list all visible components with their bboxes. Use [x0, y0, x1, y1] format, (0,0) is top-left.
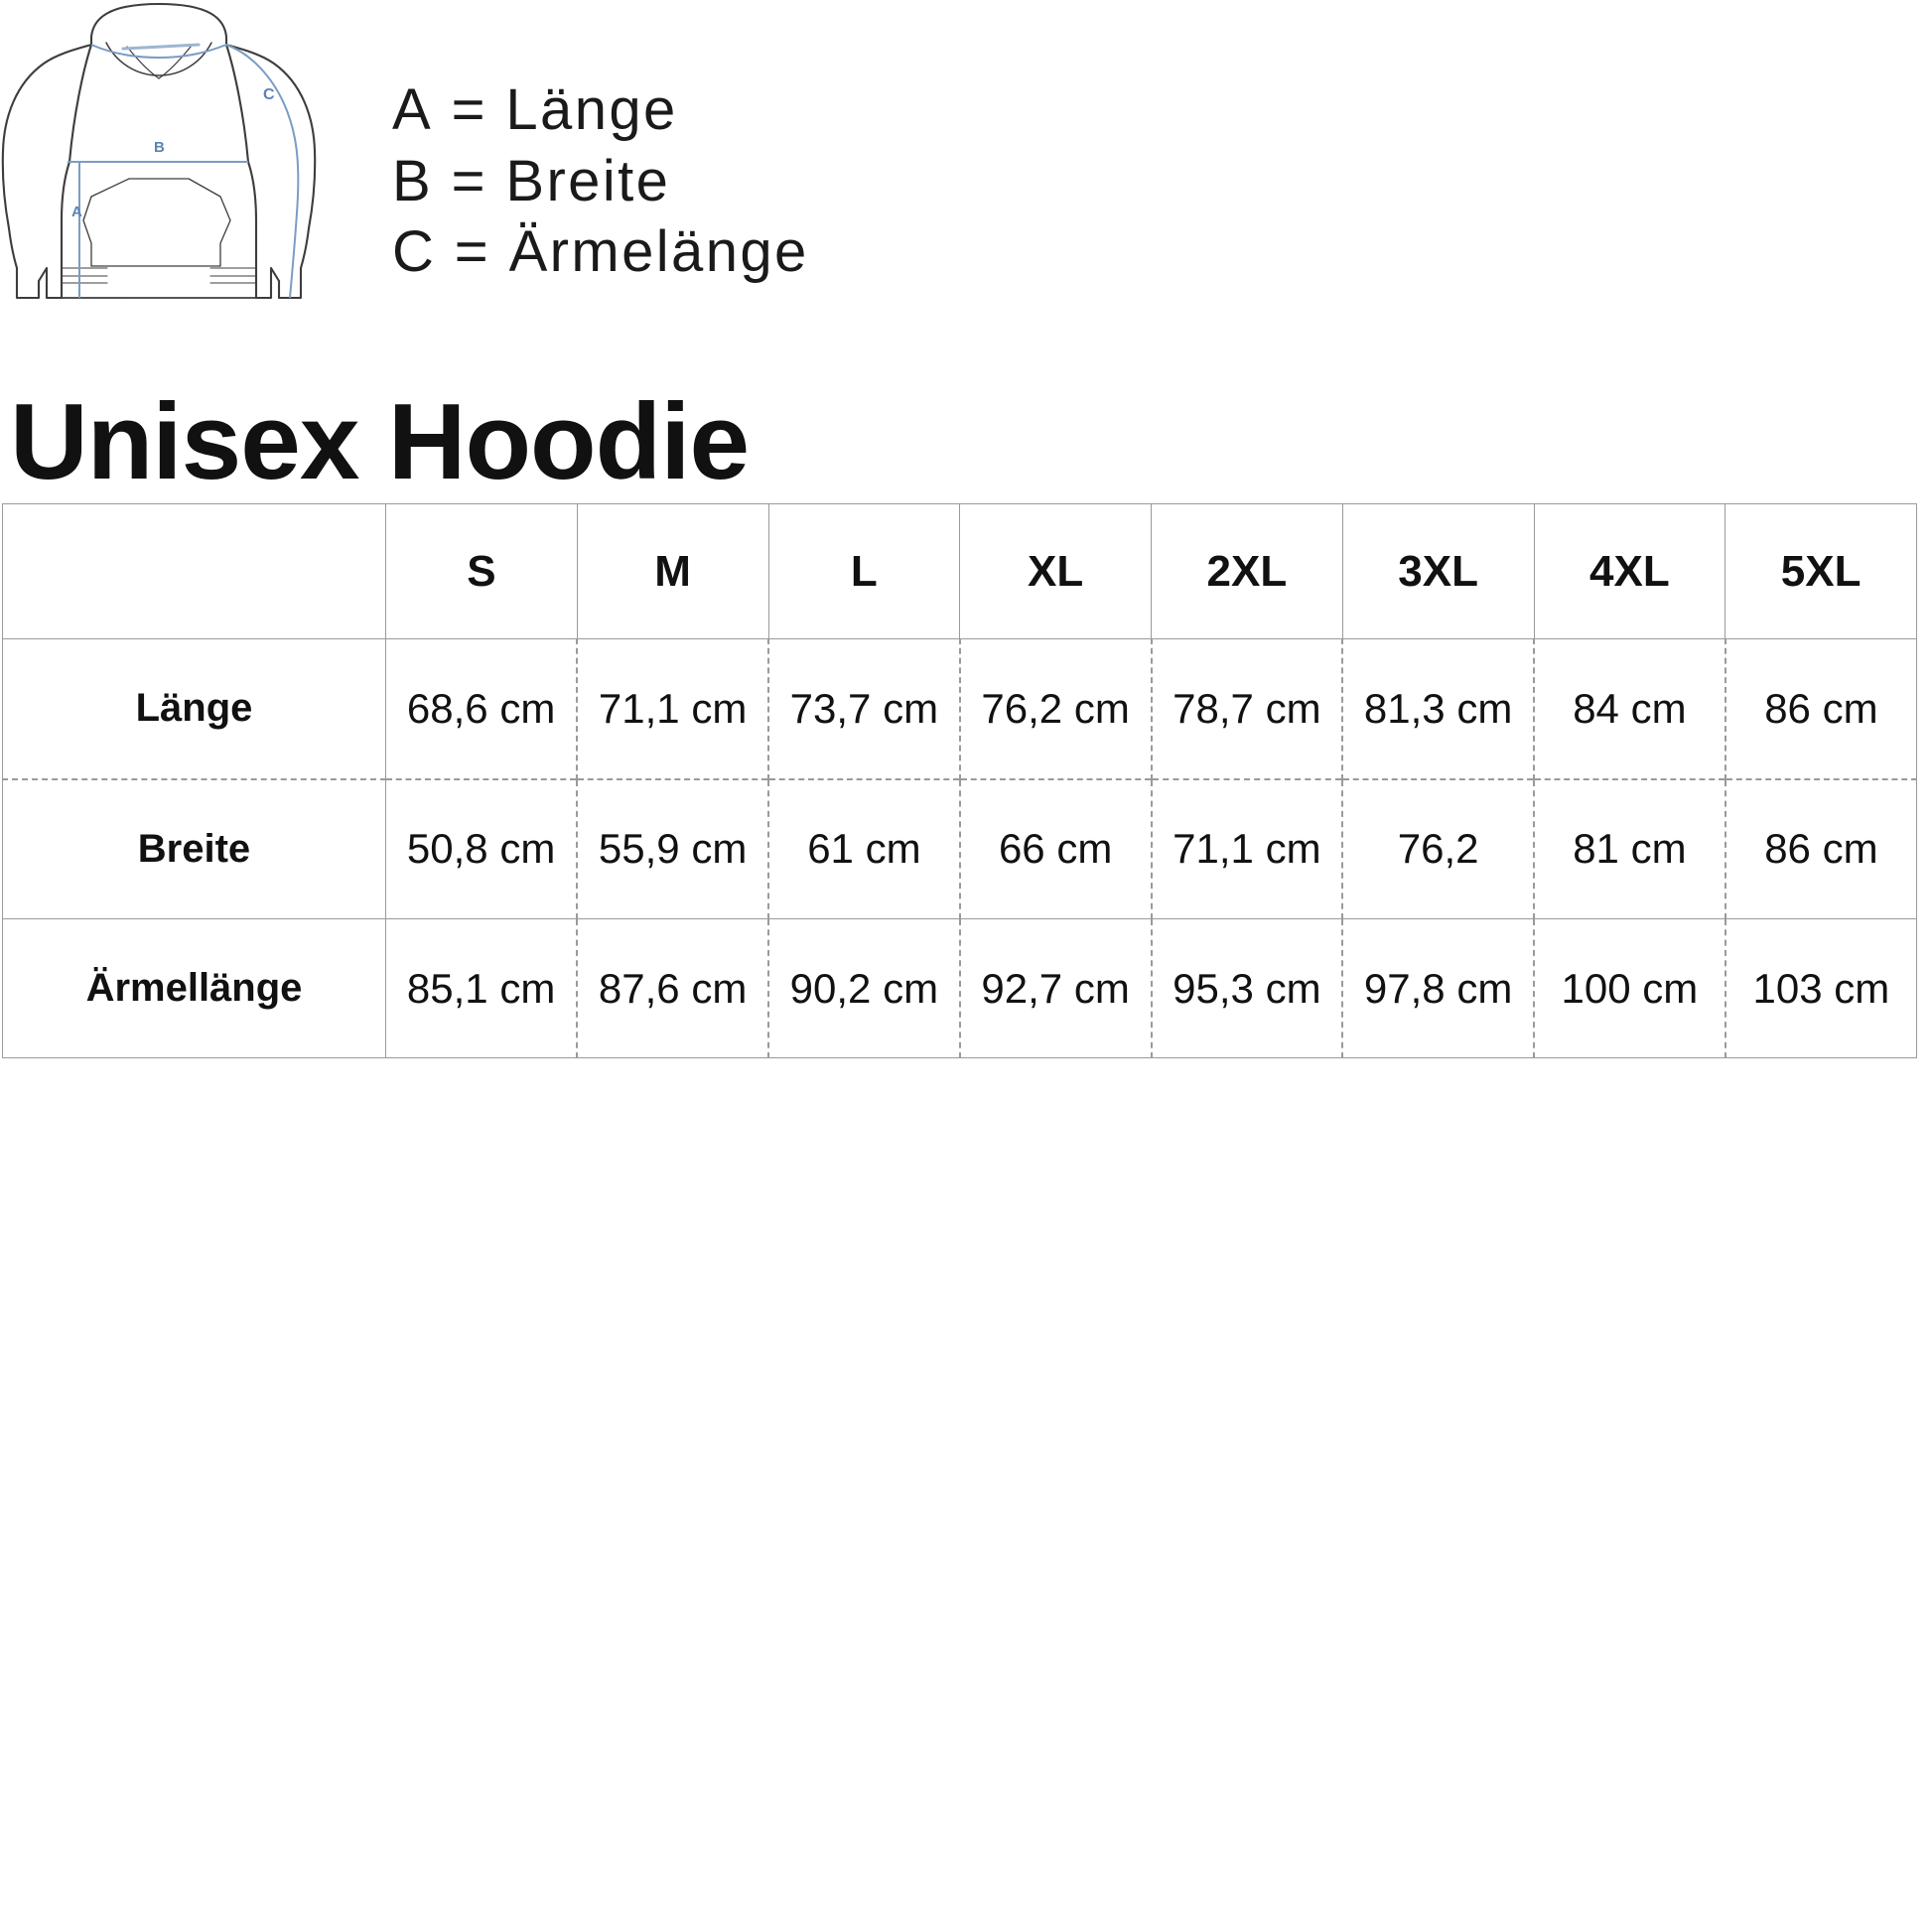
svg-text:B: B [154, 139, 165, 156]
svg-text:A: A [71, 204, 82, 220]
svg-text:C: C [263, 86, 275, 103]
